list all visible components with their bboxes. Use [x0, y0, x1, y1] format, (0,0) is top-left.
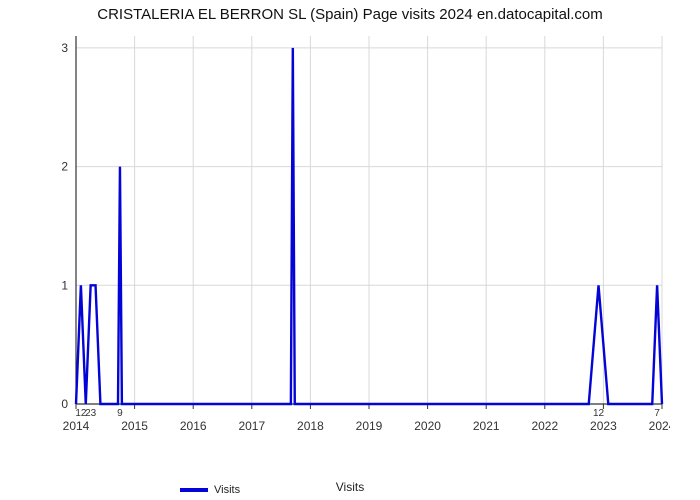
svg-text:12: 12 [593, 408, 605, 419]
chart-svg: 0123201420152016201720182019202020212022… [50, 30, 670, 440]
svg-text:2017: 2017 [238, 419, 265, 433]
plot-area: 0123201420152016201720182019202020212022… [50, 30, 670, 440]
svg-text:2018: 2018 [297, 419, 324, 433]
svg-text:2024: 2024 [649, 419, 670, 433]
svg-text:2022: 2022 [531, 419, 558, 433]
svg-text:2023: 2023 [590, 419, 617, 433]
visits-chart: CRISTALERIA EL BERRON SL (Spain) Page vi… [0, 0, 700, 500]
svg-text:2019: 2019 [356, 419, 383, 433]
svg-text:7: 7 [654, 408, 660, 419]
x-axis-label: Visits [0, 480, 700, 494]
svg-text:2014: 2014 [63, 419, 90, 433]
svg-text:2015: 2015 [121, 419, 148, 433]
svg-text:2020: 2020 [414, 419, 441, 433]
svg-text:2: 2 [61, 160, 68, 174]
chart-title: CRISTALERIA EL BERRON SL (Spain) Page vi… [0, 6, 700, 23]
svg-text:23: 23 [85, 408, 97, 419]
svg-text:3: 3 [61, 41, 68, 55]
svg-text:1: 1 [61, 278, 68, 292]
svg-text:2016: 2016 [180, 419, 207, 433]
svg-text:9: 9 [117, 408, 123, 419]
svg-text:2021: 2021 [473, 419, 500, 433]
svg-text:0: 0 [61, 397, 68, 411]
